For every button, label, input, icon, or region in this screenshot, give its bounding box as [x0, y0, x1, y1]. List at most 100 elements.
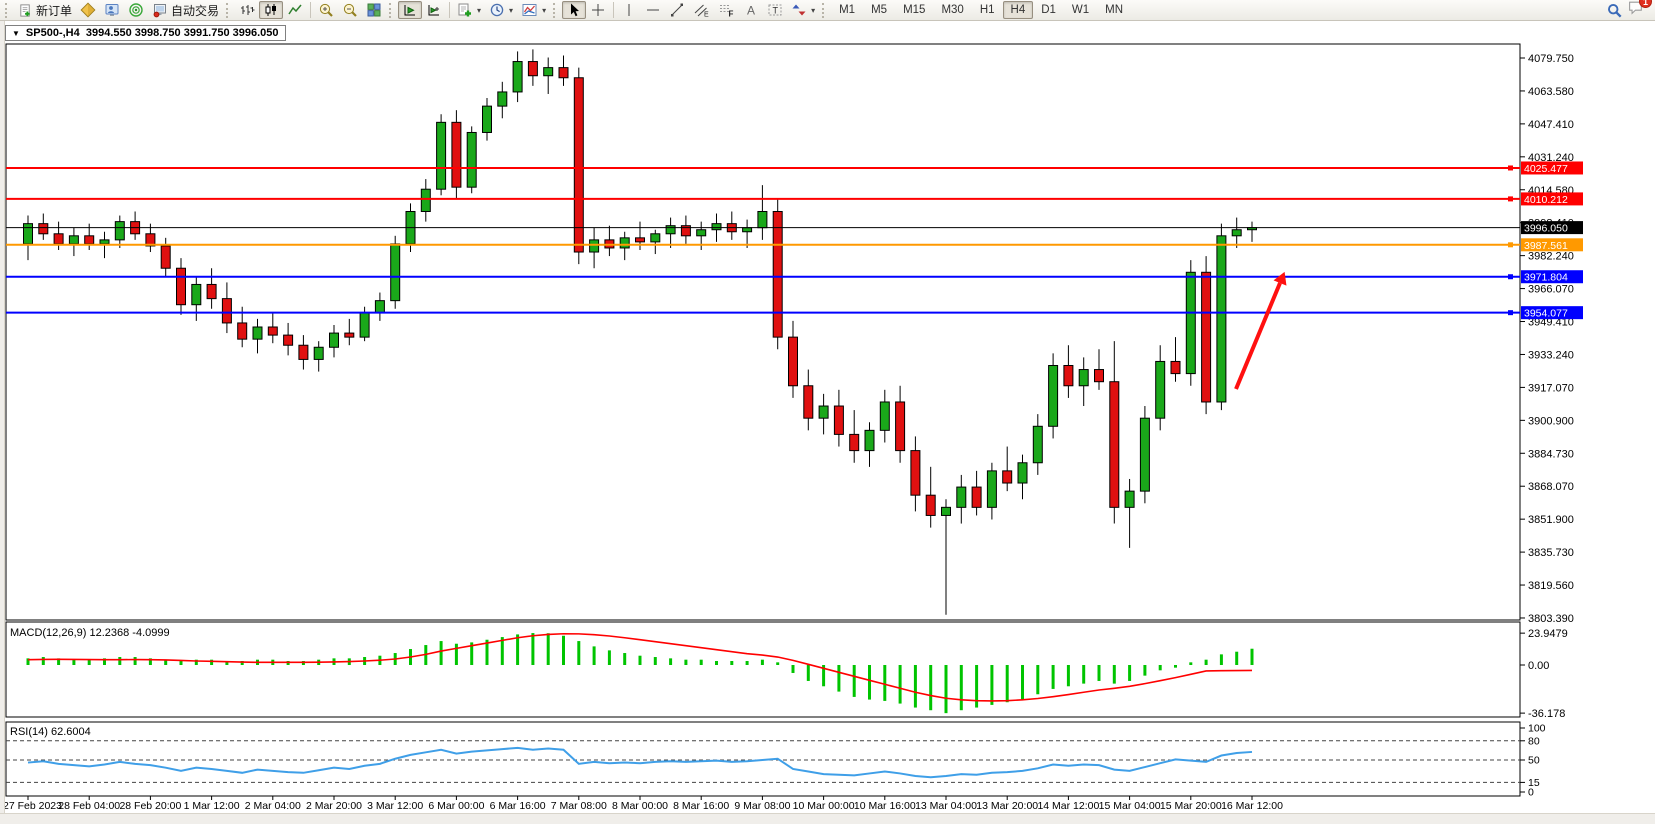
arrow-annotation[interactable] — [1234, 282, 1282, 390]
vertical-line-button[interactable] — [617, 1, 641, 19]
chart-canvas[interactable]: 4079.7504063.5804047.4104031.2404014.580… — [0, 21, 1655, 824]
rsi-axis-label: 100 — [1528, 723, 1546, 735]
template-chart-icon — [522, 4, 537, 16]
time-tick-label: 13 Mar 04:00 — [915, 800, 977, 812]
new-order-label: 新订单 — [36, 3, 73, 18]
time-tick-label: 28 Feb 04:00 — [58, 800, 120, 812]
auto-scroll-button[interactable] — [398, 1, 423, 19]
line-handle[interactable] — [1508, 274, 1513, 280]
text-a-icon: A — [747, 4, 755, 18]
price-tick-label: 3982.240 — [1528, 251, 1574, 263]
candle-down — [1201, 271, 1212, 403]
window-bottom-edge — [0, 813, 1655, 824]
signals-button[interactable] — [124, 1, 148, 19]
candle-up — [665, 225, 676, 235]
search-button[interactable] — [1602, 1, 1627, 19]
candle-up — [711, 223, 722, 231]
line-handle[interactable] — [1508, 196, 1513, 202]
price-tag — [1521, 192, 1583, 206]
time-tick-label: 10 Mar 00:00 — [793, 800, 855, 812]
rsi-axis-label: 50 — [1528, 755, 1540, 767]
autotrading-icon — [153, 4, 167, 18]
bar-chart-button[interactable] — [235, 1, 259, 19]
candle-up — [879, 401, 890, 431]
price-tick-label: 3917.070 — [1528, 382, 1574, 394]
timeframe-m15-button[interactable]: M15 — [903, 4, 926, 16]
templates-button[interactable]: ▾ — [517, 1, 550, 19]
price-tick-label: 3851.900 — [1528, 514, 1574, 526]
line-chart-button[interactable] — [283, 1, 307, 19]
candle-up — [313, 346, 324, 360]
price-tag-label: 4010.212 — [1524, 194, 1568, 206]
notifications-button[interactable]: 1 — [1627, 0, 1652, 21]
price-tag — [1521, 270, 1583, 284]
time-tick-label: 8 Mar 16:00 — [673, 800, 729, 812]
candle-down — [38, 223, 49, 235]
timeframe-h4-button[interactable]: H4 — [1002, 1, 1034, 19]
candle-down — [833, 405, 844, 435]
time-tick-label: 15 Mar 04:00 — [1099, 800, 1161, 812]
timeframe-m5-button[interactable]: M5 — [871, 4, 888, 16]
timeframe-mn-button[interactable]: MN — [1105, 4, 1124, 16]
line-handle[interactable] — [1508, 242, 1513, 248]
candle-up — [956, 486, 967, 508]
candle-up — [1216, 235, 1227, 403]
horizontal-line-button[interactable] — [641, 1, 665, 19]
text-button[interactable]: A — [739, 1, 763, 19]
candle-up — [23, 223, 33, 245]
text-label-button[interactable]: T — [763, 1, 787, 19]
crosshair-button[interactable] — [586, 1, 610, 19]
cursor-button[interactable] — [562, 1, 587, 19]
chart-caption[interactable]: ▼ SP500-,H4 3994.550 3998.750 3991.750 3… — [5, 25, 286, 41]
rsi-axis-label: 15 — [1528, 777, 1540, 789]
notification-badge: 1 — [1639, 0, 1652, 8]
price-tick-label: 3803.390 — [1528, 613, 1574, 625]
candle-up — [864, 429, 875, 452]
timeframe-m1-button[interactable]: M1 — [839, 4, 856, 16]
fibonacci-button[interactable]: F — [714, 1, 739, 19]
candle-down — [895, 401, 906, 452]
trendline-button[interactable] — [665, 1, 689, 19]
toolbar-grip[interactable] — [822, 2, 828, 18]
toolbar-grip[interactable] — [553, 2, 559, 18]
candle-up — [420, 188, 431, 212]
price-tag-label: 3987.561 — [1524, 240, 1568, 252]
candle-up — [650, 233, 661, 243]
candle-down — [221, 298, 232, 324]
profiles-button[interactable] — [76, 1, 100, 19]
chart-caption-text: SP500-,H4 3994.550 3998.750 3991.750 399… — [25, 27, 279, 39]
equidistant-channel-button[interactable]: E — [689, 1, 714, 19]
new-chart-icon — [458, 3, 472, 17]
line-handle[interactable] — [1508, 310, 1513, 316]
tile-windows-button[interactable] — [362, 1, 386, 19]
candle-down — [772, 210, 783, 338]
candle-up — [589, 239, 600, 253]
toolbar-grip[interactable] — [226, 2, 232, 18]
toolbar-grip[interactable] — [5, 2, 11, 18]
terminal-button[interactable] — [100, 1, 124, 19]
timeframe-w1-button[interactable]: W1 — [1071, 4, 1090, 16]
zoom-in-button[interactable] — [314, 1, 338, 19]
autotrading-button[interactable]: 自动交易 — [148, 1, 223, 19]
timeframe-d1-button[interactable]: D1 — [1041, 4, 1056, 16]
zoom-out-button[interactable] — [338, 1, 362, 19]
cursor-arrow-icon — [571, 3, 580, 17]
candlestick-chart-button[interactable] — [259, 1, 284, 19]
line-handle[interactable] — [1508, 165, 1513, 171]
candle-up — [329, 332, 339, 348]
toolbar-grip[interactable] — [389, 2, 395, 18]
new-order-button[interactable]: 新订单 — [14, 1, 76, 19]
candle-down — [1170, 360, 1181, 375]
new-chart-button[interactable]: ▾ — [453, 1, 485, 19]
arrow-head — [1273, 271, 1287, 286]
arrows-objects-button[interactable]: ▾ — [787, 1, 819, 19]
timeframe-m30-button[interactable]: M30 — [941, 4, 964, 16]
rsi-axis-label: 0 — [1528, 787, 1534, 799]
candle-up — [818, 405, 829, 419]
timeframe-h1-button[interactable]: H1 — [979, 4, 995, 16]
candle-down — [451, 121, 462, 188]
candle-down — [971, 486, 982, 508]
chart-shift-button[interactable] — [422, 1, 446, 19]
periodicity-button[interactable]: ▾ — [485, 1, 517, 19]
svg-text:F: F — [729, 10, 734, 19]
